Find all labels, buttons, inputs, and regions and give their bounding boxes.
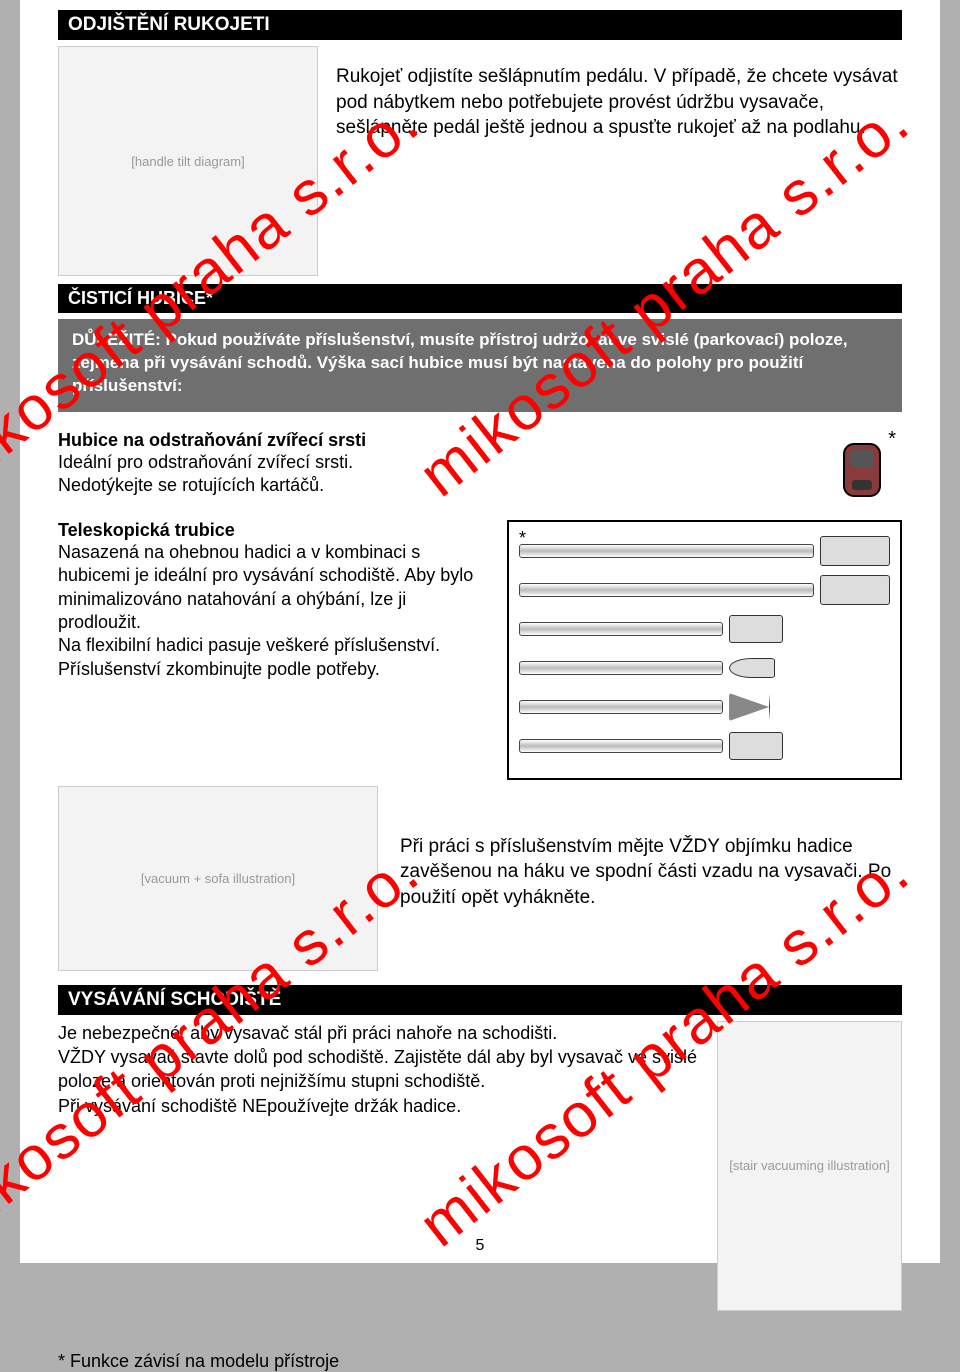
manual-page: ODJIŠTĚNÍ RUKOJETI [handle tilt diagram]… [20, 0, 940, 1263]
figure-attachments: * [507, 520, 902, 780]
footnote-star-icon: * [888, 428, 896, 451]
attachment-item [519, 573, 890, 607]
attachment-item [519, 651, 890, 685]
attachment-item [519, 612, 890, 646]
handle-body-text: Rukojeť odjistíte sešlápnutím pedálu. V … [336, 46, 902, 276]
important-note: DŮLEŽITÉ: Pokud používáte příslušenství,… [58, 319, 902, 412]
handle-row: [handle tilt diagram] Rukojeť odjistíte … [58, 46, 902, 276]
telescopic-text: Teleskopická trubice Nasazená na ohebnou… [58, 520, 483, 681]
attachment-item [519, 690, 890, 724]
section-title-nozzle: ČISTICÍ HUBICE* [58, 284, 902, 313]
telescopic-title: Teleskopická trubice [58, 520, 483, 541]
section-title-handle: ODJIŠTĚNÍ RUKOJETI [58, 10, 902, 40]
figure-sofa-cleaning: [vacuum + sofa illustration] [58, 786, 378, 971]
attachments-star-icon: * [519, 528, 526, 549]
telescopic-body: Nasazená na ohebnou hadici a v kombinaci… [58, 541, 483, 681]
pet-tool-body: Ideální pro odstraňování zvířecí srsti. … [58, 451, 798, 498]
section-title-stairs: VYSÁVÁNÍ SCHODIŠTĚ [58, 985, 902, 1015]
figure-handle-release: [handle tilt diagram] [58, 46, 318, 276]
pet-tool-row: Hubice na odstraňování zvířecí srsti Ide… [58, 430, 902, 510]
figure-pet-tool: * [822, 430, 902, 510]
pet-tool-text: Hubice na odstraňování zvířecí srsti Ide… [58, 430, 798, 498]
pet-tool-icon [834, 436, 890, 504]
attachment-item [519, 534, 890, 568]
figure-placeholder-label: [vacuum + sofa illustration] [141, 871, 295, 886]
footnote-text: * Funkce závisí na modelu přístroje [58, 1351, 902, 1372]
figure-stairs: [stair vacuuming illustration] [717, 1021, 902, 1311]
pet-tool-title: Hubice na odstraňování zvířecí srsti [58, 430, 798, 451]
sofa-row: [vacuum + sofa illustration] Při práci s… [58, 786, 902, 971]
attachment-item [519, 729, 890, 763]
hose-note-text: Při práci s příslušenstvím mějte VŽDY ob… [400, 786, 902, 911]
figure-placeholder-label: [handle tilt diagram] [131, 154, 244, 169]
stairs-body: Je nebezpečné, aby vysavač stál při prác… [58, 1021, 699, 1118]
figure-placeholder-label: [stair vacuuming illustration] [729, 1158, 889, 1173]
stairs-row: Je nebezpečné, aby vysavač stál při prác… [58, 1021, 902, 1311]
page-number: 5 [20, 1237, 940, 1255]
telescopic-row: Teleskopická trubice Nasazená na ohebnou… [58, 520, 902, 780]
